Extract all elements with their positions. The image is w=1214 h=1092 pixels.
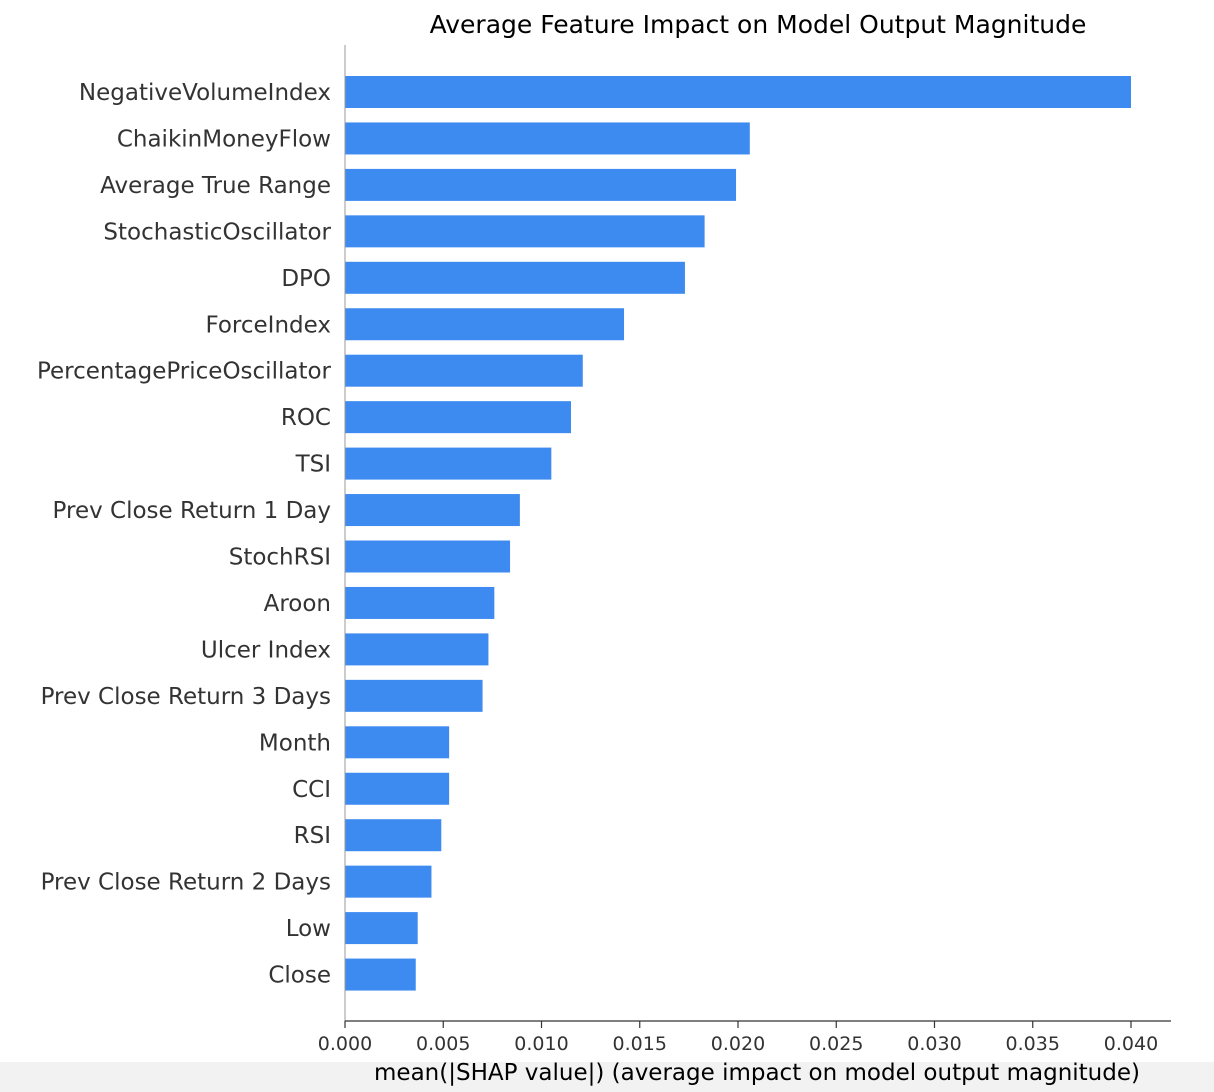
x-tick-label: 0.005 — [416, 1033, 470, 1055]
y-tick-label: Average True Range — [100, 173, 331, 199]
y-tick-label: Low — [286, 916, 331, 942]
bar-roc — [345, 401, 571, 434]
x-axis-ticks: 0.000 0.005 0.010 0.015 0.020 0.025 0.030 0.035… — [318, 1021, 1158, 1055]
chart-title: Average Feature Impact on Model Output M… — [430, 10, 1087, 39]
bar-low — [345, 912, 418, 945]
bar-negativevolumeindex — [345, 76, 1131, 108]
y-tick-label: ROC — [281, 405, 331, 431]
y-tick-label: Prev Close Return 3 Days — [41, 684, 331, 710]
y-tick-label: Ulcer Index — [201, 637, 331, 663]
bar-prev-close-return-1-day — [345, 494, 520, 527]
x-tick-label: 0.015 — [613, 1033, 667, 1055]
bar-average-true-range — [345, 168, 737, 201]
bar-chaikinmoneyflow — [345, 122, 750, 155]
bar-stochasticoscillator — [345, 215, 705, 248]
y-tick-label: Aroon — [264, 591, 331, 617]
y-tick-label: StochRSI — [229, 545, 331, 571]
y-tick-label: ForceIndex — [205, 312, 331, 338]
y-tick-label: Prev Close Return 1 Day — [53, 498, 331, 524]
y-tick-label: Close — [268, 963, 331, 989]
y-tick-label: NegativeVolumeIndex — [79, 80, 331, 106]
bar-prev-close-return-3-days — [345, 679, 483, 712]
bar-cci — [345, 772, 450, 805]
bar-aroon — [345, 586, 495, 619]
y-tick-label: StochasticOscillator — [103, 219, 331, 245]
bar-percentagepriceoscillator — [345, 354, 583, 387]
y-tick-label: PercentagePriceOscillator — [37, 359, 332, 385]
y-tick-label: ChaikinMoneyFlow — [117, 126, 331, 152]
y-tick-label: DPO — [281, 266, 331, 292]
x-tick-label: 0.010 — [514, 1033, 568, 1055]
bar-tsi — [345, 447, 552, 480]
x-tick-label: 0.040 — [1104, 1033, 1158, 1055]
y-tick-label: CCI — [292, 777, 331, 803]
x-tick-label: 0.035 — [1006, 1033, 1060, 1055]
y-tick-label: Prev Close Return 2 Days — [41, 870, 331, 896]
x-tick-label: 0.025 — [809, 1033, 863, 1055]
x-axis-label: mean(|SHAP value|) (average impact on mo… — [374, 1060, 1140, 1086]
y-tick-label: Month — [259, 730, 331, 756]
bar-rsi — [345, 819, 442, 852]
bar-forceindex — [345, 308, 625, 341]
x-tick-label: 0.020 — [711, 1033, 765, 1055]
x-tick-label: 0.000 — [318, 1033, 372, 1055]
bars-group — [345, 76, 1131, 991]
bar-dpo — [345, 261, 685, 294]
bar-ulcer-index — [345, 633, 489, 666]
bar-prev-close-return-2-days — [345, 865, 432, 898]
x-tick-label: 0.030 — [907, 1033, 961, 1055]
y-tick-labels: NegativeVolumeIndex ChaikinMoneyFlow Avera… — [37, 80, 332, 989]
bar-month — [345, 726, 450, 759]
y-tick-label: TSI — [295, 452, 331, 478]
bottom-strip — [0, 1062, 1214, 1092]
bar-close — [345, 958, 416, 991]
y-tick-label: RSI — [294, 823, 331, 849]
bar-stochrsi — [345, 540, 511, 573]
